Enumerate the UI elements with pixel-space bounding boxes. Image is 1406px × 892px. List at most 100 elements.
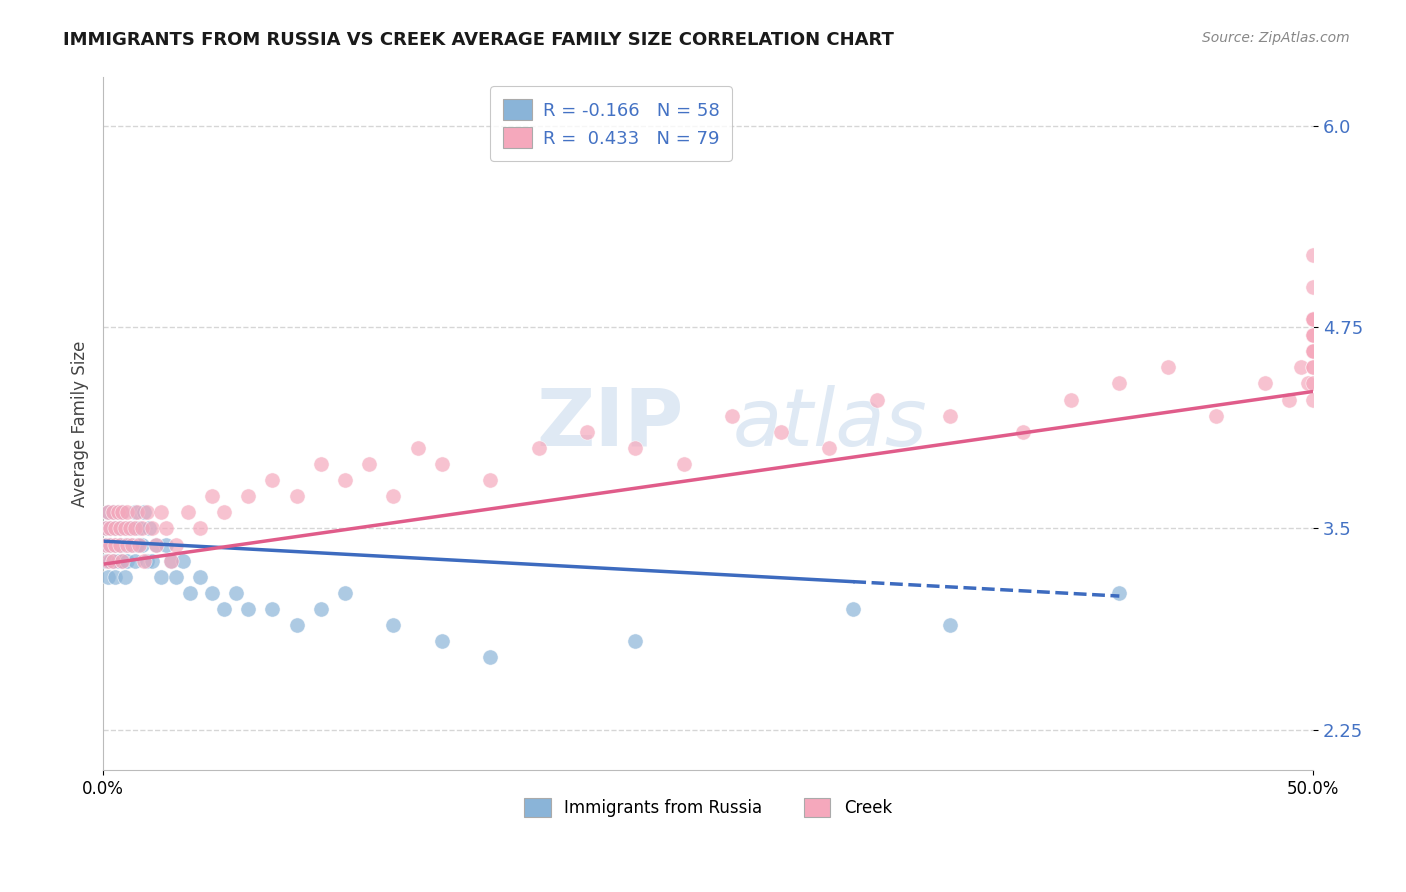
Point xyxy=(121,537,143,551)
Legend: Immigrants from Russia, Creek: Immigrants from Russia, Creek xyxy=(517,791,898,824)
Point xyxy=(1302,360,1324,375)
Point xyxy=(1302,247,1324,261)
Point xyxy=(309,602,332,616)
Point xyxy=(238,489,260,503)
Point xyxy=(141,553,163,567)
Point xyxy=(939,409,962,423)
Point xyxy=(1302,328,1324,343)
Point xyxy=(94,521,117,535)
Point xyxy=(172,553,194,567)
Point xyxy=(309,457,332,471)
Point xyxy=(333,473,356,487)
Point xyxy=(94,521,117,535)
Y-axis label: Average Family Size: Average Family Size xyxy=(72,341,89,507)
Point xyxy=(107,553,129,567)
Point xyxy=(100,537,122,551)
Point xyxy=(479,650,502,665)
Point xyxy=(124,505,146,519)
Point xyxy=(111,505,134,519)
Point xyxy=(128,537,150,551)
Point xyxy=(111,505,134,519)
Point xyxy=(225,586,247,600)
Point xyxy=(97,570,120,584)
Point xyxy=(100,553,122,567)
Point xyxy=(1108,586,1130,600)
Point xyxy=(201,586,224,600)
Point xyxy=(179,586,201,600)
Point xyxy=(188,570,211,584)
Point xyxy=(97,505,120,519)
Point xyxy=(125,505,148,519)
Text: ZIP: ZIP xyxy=(537,384,683,463)
Point xyxy=(117,521,139,535)
Text: IMMIGRANTS FROM RUSSIA VS CREEK AVERAGE FAMILY SIZE CORRELATION CHART: IMMIGRANTS FROM RUSSIA VS CREEK AVERAGE … xyxy=(63,31,894,49)
Point xyxy=(155,537,177,551)
Point xyxy=(100,521,122,535)
Point xyxy=(1302,280,1324,294)
Point xyxy=(1302,392,1324,407)
Point xyxy=(818,441,841,455)
Point xyxy=(141,521,163,535)
Text: atlas: atlas xyxy=(733,384,927,463)
Point xyxy=(527,441,550,455)
Point xyxy=(104,521,127,535)
Point xyxy=(97,553,120,567)
Point xyxy=(262,473,284,487)
Point xyxy=(101,505,124,519)
Point xyxy=(124,553,146,567)
Point xyxy=(188,521,211,535)
Point xyxy=(134,505,156,519)
Point xyxy=(1302,312,1324,326)
Point xyxy=(145,537,167,551)
Point xyxy=(121,521,143,535)
Point xyxy=(1157,360,1180,375)
Point xyxy=(285,618,308,632)
Point xyxy=(624,441,647,455)
Point xyxy=(430,457,453,471)
Point xyxy=(1289,360,1312,375)
Point xyxy=(1296,376,1319,391)
Point xyxy=(108,521,131,535)
Point xyxy=(94,553,117,567)
Point xyxy=(107,505,129,519)
Point xyxy=(134,553,156,567)
Point xyxy=(262,602,284,616)
Point xyxy=(1302,328,1324,343)
Point xyxy=(165,537,187,551)
Point xyxy=(124,521,146,535)
Point xyxy=(406,441,429,455)
Point xyxy=(128,521,150,535)
Point xyxy=(285,489,308,503)
Point xyxy=(111,553,134,567)
Point xyxy=(576,425,599,439)
Point xyxy=(108,521,131,535)
Point xyxy=(150,570,173,584)
Point xyxy=(107,505,129,519)
Point xyxy=(721,409,744,423)
Point xyxy=(359,457,381,471)
Point xyxy=(160,553,183,567)
Point xyxy=(101,505,124,519)
Point xyxy=(333,586,356,600)
Point xyxy=(101,553,124,567)
Point xyxy=(212,602,235,616)
Point xyxy=(150,505,173,519)
Point xyxy=(94,537,117,551)
Point xyxy=(114,570,136,584)
Point xyxy=(939,618,962,632)
Point xyxy=(1205,409,1227,423)
Point xyxy=(145,537,167,551)
Point xyxy=(118,521,141,535)
Point xyxy=(382,489,405,503)
Point xyxy=(1278,392,1301,407)
Point xyxy=(108,537,131,551)
Point xyxy=(1302,344,1324,359)
Point xyxy=(1302,344,1324,359)
Point xyxy=(108,537,131,551)
Point xyxy=(430,634,453,648)
Point xyxy=(201,489,224,503)
Point xyxy=(97,537,120,551)
Point xyxy=(672,457,695,471)
Point xyxy=(624,634,647,648)
Point xyxy=(1302,328,1324,343)
